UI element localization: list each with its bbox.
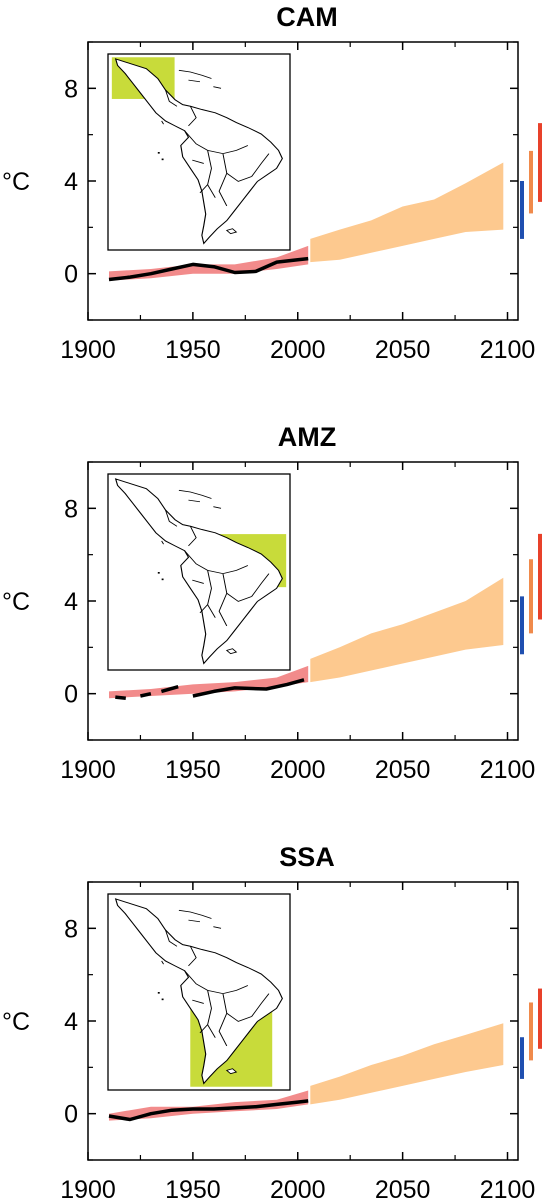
projection-band [310, 577, 504, 683]
projection-band [310, 162, 504, 263]
chart-title: CAM [276, 2, 338, 32]
x-tick-label: 2100 [480, 756, 536, 784]
observed-line [192, 678, 305, 698]
x-tick-label: 1900 [60, 1176, 116, 1200]
y-tick-label: 8 [64, 75, 78, 103]
chart-title: SSA [279, 842, 335, 872]
panel-amz: AMZ 0 4 8 °C 1900 1950 2000 2050 2100 [2, 422, 542, 784]
x-tick-label: 1900 [60, 756, 116, 784]
y-tick-label: 4 [64, 1008, 78, 1036]
y-tick-label: 4 [64, 588, 78, 616]
panel-cam: CAM 0 4 8 °C 1900 1950 2000 2050 2100 [2, 2, 542, 364]
x-tick-label: 1950 [165, 1176, 221, 1200]
y-axis-unit: °C [2, 588, 30, 616]
x-tick-label: 2050 [375, 1176, 431, 1200]
observed-band [109, 665, 309, 699]
panel-ssa: SSA 0 4 8 °C 1900 1950 2000 2050 2100 [2, 842, 542, 1200]
y-axis-unit: °C [2, 168, 30, 196]
y-tick-label: 0 [64, 261, 78, 289]
x-tick-label: 2050 [375, 336, 431, 364]
x-tick-label: 1950 [165, 336, 221, 364]
x-tick-label: 2000 [270, 1176, 326, 1200]
x-tick-label: 2100 [480, 336, 536, 364]
observed-line [160, 685, 179, 694]
x-tick-label: 2100 [480, 1176, 536, 1200]
x-tick-label: 2050 [375, 756, 431, 784]
inset-map [115, 478, 287, 665]
observed-line [108, 1099, 309, 1122]
y-tick-label: 0 [64, 1101, 78, 1129]
y-axis-unit: °C [2, 1008, 30, 1036]
observed-line [115, 695, 126, 701]
x-tick-label: 1950 [165, 756, 221, 784]
x-tick-label: 1900 [60, 336, 116, 364]
inset-map [115, 898, 283, 1087]
y-tick-label: 0 [64, 681, 78, 709]
projection-band [310, 1023, 504, 1105]
x-tick-label: 2000 [270, 336, 326, 364]
inset-map [111, 57, 283, 245]
observed-line [140, 691, 152, 698]
y-tick-label: 8 [64, 915, 78, 943]
observed-line [108, 256, 309, 282]
y-tick-label: 8 [64, 495, 78, 523]
y-tick-label: 4 [64, 168, 78, 196]
chart-title: AMZ [278, 422, 336, 452]
x-tick-label: 2000 [270, 756, 326, 784]
